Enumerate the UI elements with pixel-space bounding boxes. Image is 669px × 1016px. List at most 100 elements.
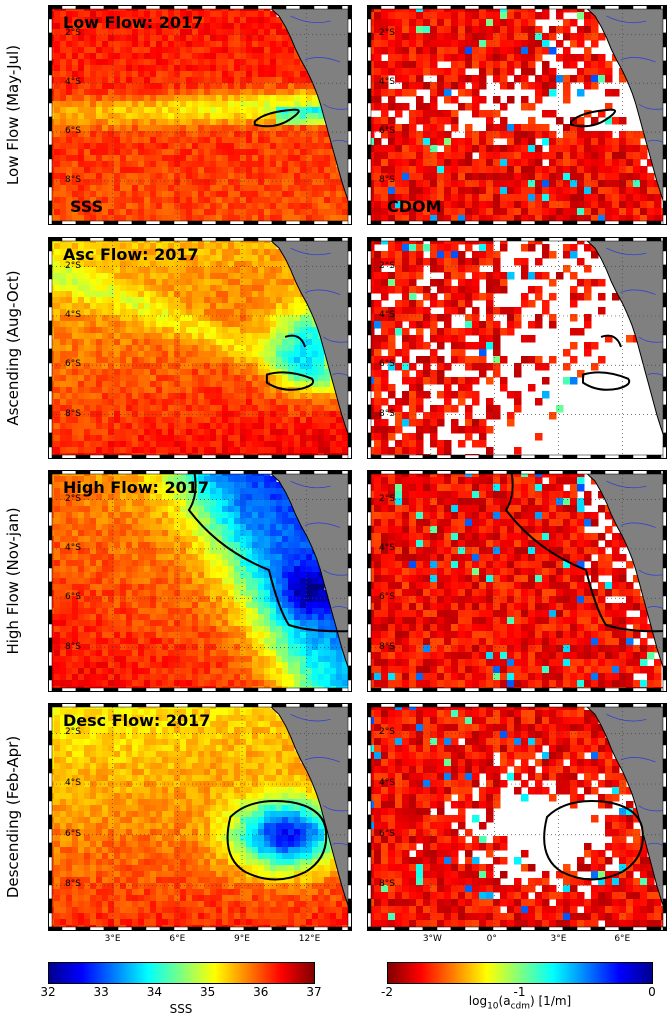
rivers [290,247,352,378]
graticule [48,470,352,692]
sss-colorbar-tick: 37 [306,985,322,999]
lat-tick-label: 8°S [379,641,395,652]
lat-tick-label: 4°S [65,542,81,553]
cdom-map-row4 [367,703,667,931]
sss-colorbar-tick: 35 [199,985,216,999]
map-frame [367,703,667,931]
graticule [367,237,667,459]
map-pixels [48,5,352,225]
panel-title: High Flow: 2017 [63,478,209,497]
plume-contour [226,800,328,881]
sss-map-row4 [48,703,352,931]
sss-colorbar [48,962,315,988]
rivers [606,15,667,145]
map-pixels [367,237,641,459]
land-mask [266,237,352,459]
rivers [606,714,667,848]
sss-colorbar-tick: 34 [146,985,163,999]
lat-tick-label: 2°S [379,260,395,271]
map-frame [367,237,667,459]
map-pixels [48,237,352,459]
lat-tick-label: 4°S [379,309,395,320]
lat-tick-label: 6°S [379,592,395,603]
row-label-ascending: Ascending (Aug-Oct) [4,270,22,426]
lat-tick-label: 2°S [379,727,395,738]
plume-contour [265,334,315,391]
sss-map-panel-row3: 2°S 4°S 6°S 8°S High Flow: 2017 [48,470,352,692]
sss-colorbar-label: SSS [169,1002,193,1016]
lat-tick-label: 6°S [65,126,81,137]
lat-tick-label: 6°S [65,359,81,370]
cdom-colorbar-label: log10(acdm) [1/m] [468,994,572,1012]
cdom-colorbar-tick: -2 [381,985,393,999]
sss-colorbar-tick: 36 [253,985,269,999]
lat-tick-label: 4°S [379,77,395,88]
sss-lon-tick-label: 3°E [104,934,121,944]
panel-title: Asc Flow: 2017 [63,245,199,264]
cdom-colorbar-tick: 0 [648,985,656,999]
cdom-colorbar-tick: -1 [513,985,526,999]
map-frame [367,470,667,692]
lat-tick-label: 6°S [65,828,81,839]
sss-map-row3 [48,470,352,692]
map-pixels [367,703,667,931]
land-mask [582,5,667,225]
lat-tick-label: 4°S [379,778,395,789]
cdom-map-row3 [367,470,667,692]
lat-tick-label: 6°S [65,592,81,603]
lat-tick-label: 6°S [379,126,395,137]
lat-tick-label: 4°S [379,542,395,553]
land-mask [266,703,352,931]
lat-tick-label: 8°S [65,879,81,890]
lat-tick-label: 8°S [65,175,81,185]
plume-contour [543,800,644,881]
cdom-map-panel-row2: 2°S 4°S 6°S 8°S [367,237,667,459]
sss-map-panel-row4: 2°S 4°S 6°S 8°S Desc Flow: 2017 [48,703,352,931]
rivers [606,247,667,378]
rivers [290,480,352,611]
cdom-map-panel-row3: 2°S 4°S 6°S 8°S [367,470,667,692]
lat-tick-label: 8°S [65,641,81,652]
lat-tick-label: 2°S [379,28,395,39]
cdom-lon-tick-label: 3°W [422,934,442,944]
graticule [367,5,667,225]
map-frame [48,470,352,692]
lat-tick-label: 6°S [379,359,395,370]
cdom-map-panel-row1: 2°S 4°S 6°S 8°S CDOM [367,5,667,225]
map-frame [48,237,352,459]
plume-contour [582,334,631,391]
cdom-lon-tick-label: 3°E [550,934,567,944]
sss-map-row2 [48,237,352,459]
lat-tick-label: 8°S [379,879,395,890]
lat-tick-label: 4°S [65,778,81,789]
map-pixels [367,5,667,225]
land-mask [582,470,667,692]
sss-tag: SSS [70,197,104,216]
cdom-lon-tick-label: 6°E [614,934,631,944]
lat-tick-label: 2°S [65,260,81,271]
map-frame [48,703,352,931]
graticule [48,237,352,459]
map-frame [367,5,667,225]
map-frame [48,5,352,225]
sss-map-panel-row2: 2°S 4°S 6°S 8°S Asc Flow: 2017 [48,237,352,459]
sss-map-panel-row1: 2°S 4°S 6°S 8°S Low Flow: 2017 SSS [48,5,352,225]
lat-tick-label: 8°S [65,408,81,419]
rivers [290,714,352,848]
sss-colorbar-tick: 32 [40,985,56,999]
row-label-high: High Flow (Nov-jan) [4,507,22,655]
lat-tick-label: 2°S [65,727,81,738]
plume-contour [504,470,667,633]
sss-colorbar-gradient [48,962,315,984]
panel-title: Low Flow: 2017 [63,13,204,32]
lat-tick-label: 6°S [379,828,395,839]
cdom-map-panel-row4: 2°S 4°S 6°S 8°S [367,703,667,931]
land-mask [266,5,352,225]
plume-contour [187,470,352,633]
graticule [48,703,352,931]
rivers [290,15,352,145]
cdom-colorbar [387,962,653,988]
plume-contour [570,108,616,128]
row-label-descending: Descending (Feb-Apr) [4,735,22,899]
cdom-map-row1 [367,5,667,225]
